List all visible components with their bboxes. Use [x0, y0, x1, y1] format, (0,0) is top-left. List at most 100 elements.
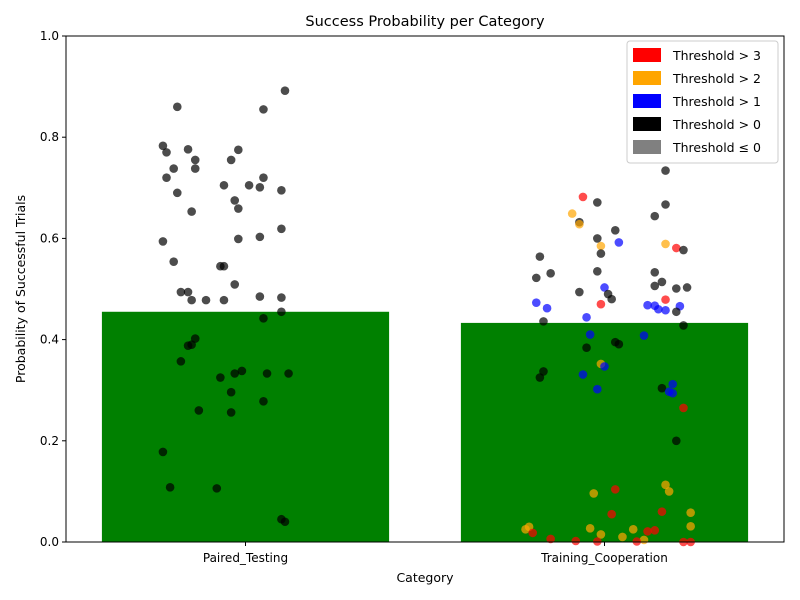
y-tick-label: 0.8 [40, 130, 59, 144]
data-point [650, 268, 660, 277]
plot-frame [65, 35, 785, 543]
data-point [542, 303, 552, 313]
data-point [284, 369, 293, 378]
data-point [201, 295, 211, 305]
data-point [661, 166, 670, 175]
data-point [230, 280, 240, 289]
data-point [643, 300, 652, 310]
data-point [672, 307, 681, 317]
data-point [654, 304, 663, 314]
data-point [187, 207, 196, 216]
data-point [219, 295, 229, 305]
data-point [643, 527, 652, 536]
data-point [650, 211, 660, 221]
legend-swatch [633, 94, 661, 108]
data-point [226, 408, 236, 417]
data-point [172, 102, 182, 112]
y-tick-label: 0.4 [40, 333, 59, 347]
data-point [255, 292, 265, 301]
data-point [528, 528, 537, 538]
data-point [593, 198, 602, 207]
data-point [639, 331, 649, 340]
data-point [596, 249, 606, 258]
data-point [661, 305, 670, 315]
legend-swatch [633, 140, 661, 154]
data-point [618, 532, 627, 542]
data-point [190, 155, 200, 165]
legend: Threshold > 3 Threshold > 2 Threshold > 1 T… [626, 40, 779, 164]
data-point [650, 526, 660, 535]
data-point [585, 330, 595, 339]
data-point [610, 226, 620, 235]
bar-training-cooperation [460, 322, 749, 542]
chart-title: Success Probability per Category [305, 14, 545, 30]
data-point [686, 522, 695, 531]
data-point [661, 239, 670, 249]
data-point [661, 480, 670, 490]
x-axis-label: Category [396, 570, 454, 585]
data-point [219, 261, 229, 271]
data-point [614, 339, 624, 349]
data-point [593, 537, 602, 546]
data-point [546, 269, 555, 278]
x-axis: Paired_Testing Training_Cooperation [203, 542, 668, 565]
data-point [162, 173, 171, 182]
data-point [158, 141, 168, 151]
data-point [672, 284, 681, 293]
x-tick-label: Training_Cooperation [540, 551, 668, 565]
data-point [262, 369, 272, 378]
data-point [593, 266, 602, 276]
data-point [650, 281, 660, 291]
data-point [657, 507, 667, 516]
data-point [165, 483, 175, 492]
y-tick-label: 0.6 [40, 231, 59, 245]
y-tick-label: 1.0 [40, 29, 59, 43]
y-tick-label: 0.0 [40, 535, 59, 549]
data-point [589, 489, 599, 498]
data-point [183, 341, 193, 350]
data-point [600, 362, 609, 371]
data-point [190, 164, 200, 173]
data-point [176, 287, 186, 297]
data-point [280, 517, 290, 527]
data-point [280, 86, 290, 95]
data-point [216, 373, 225, 382]
bar-paired-testing [101, 311, 390, 542]
legend-swatch [633, 71, 661, 85]
data-point [212, 484, 222, 493]
x-tick-label: Paired_Testing [203, 551, 288, 565]
data-point [259, 105, 268, 114]
legend-label: Threshold > 1 [672, 94, 761, 109]
data-point [277, 224, 286, 234]
data-point [230, 196, 240, 205]
data-point [521, 525, 530, 534]
data-point [234, 145, 243, 155]
data-point [664, 487, 674, 496]
legend-label: Threshold ≤ 0 [672, 140, 761, 155]
data-point [668, 388, 678, 398]
data-point [607, 509, 616, 519]
legend-label: Threshold > 0 [672, 117, 761, 132]
data-point [596, 530, 606, 539]
data-point [234, 204, 243, 213]
data-point [657, 383, 667, 393]
data-point [596, 299, 606, 309]
data-point [600, 283, 609, 292]
data-point [162, 148, 171, 157]
data-point [661, 200, 670, 209]
data-point [571, 536, 581, 546]
data-point [567, 209, 577, 218]
data-point [585, 524, 595, 533]
data-point [575, 219, 584, 229]
data-point [237, 366, 247, 376]
data-point [255, 232, 265, 242]
data-point [234, 234, 243, 244]
data-point [582, 313, 591, 322]
data-point [614, 238, 624, 247]
data-point [661, 295, 670, 304]
data-point [578, 192, 588, 202]
data-point [668, 379, 678, 389]
data-point [255, 182, 265, 192]
data-point [158, 237, 168, 246]
legend-label: Threshold > 2 [672, 71, 761, 86]
